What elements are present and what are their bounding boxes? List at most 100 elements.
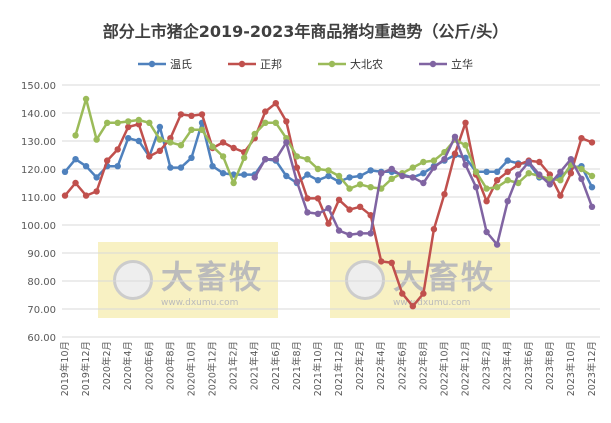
- y-tick-label: 130.00: [21, 137, 56, 148]
- legend-item: 立华: [419, 56, 473, 72]
- data-point: [156, 147, 164, 154]
- data-point: [125, 135, 132, 142]
- data-point: [525, 170, 532, 177]
- x-tick-label: 2022年4月: [375, 341, 387, 390]
- y-tick-label: 140.00: [21, 109, 56, 120]
- x-tick-label: 2020年10月: [185, 341, 197, 396]
- x-tick-label: 2021年10月: [312, 341, 324, 396]
- data-point: [230, 144, 237, 152]
- data-point: [493, 177, 501, 184]
- data-point: [472, 184, 480, 191]
- data-point: [409, 164, 417, 171]
- data-point: [493, 241, 501, 248]
- data-point: [188, 112, 195, 120]
- data-point: [293, 153, 301, 160]
- data-point: [483, 185, 490, 192]
- watermark-logo-text: 大畜牧: [160, 258, 263, 296]
- data-point: [283, 118, 290, 125]
- data-point: [388, 259, 395, 266]
- data-point: [93, 174, 100, 181]
- x-tick-label: 2020年4月: [122, 341, 134, 390]
- data-point: [378, 170, 385, 177]
- data-point: [356, 203, 364, 210]
- legend-label: 大北农: [350, 58, 383, 71]
- x-tick-label: 2019年10月: [59, 341, 71, 396]
- data-point: [356, 230, 364, 237]
- x-tick-label: 2020年8月: [164, 341, 176, 390]
- legend-item: 温氏: [138, 56, 192, 72]
- data-point: [388, 165, 395, 173]
- data-point: [420, 158, 427, 166]
- data-point: [283, 139, 290, 146]
- data-point: [409, 174, 417, 181]
- data-point: [346, 185, 353, 192]
- data-point: [420, 170, 427, 177]
- data-point: [399, 172, 406, 180]
- data-point: [504, 177, 511, 184]
- data-point: [219, 153, 227, 160]
- data-point: [420, 290, 427, 297]
- data-point: [483, 168, 490, 175]
- data-point: [72, 132, 79, 139]
- legend-label: 正邦: [260, 58, 282, 71]
- legend-marker-icon: [228, 60, 256, 68]
- data-point: [546, 175, 554, 182]
- data-point: [188, 154, 195, 161]
- x-tick-label: 2022年10月: [438, 341, 450, 396]
- data-point: [240, 154, 248, 161]
- chart-title: 部分上市猪企2019-2023年商品猪均重趋势（公斤/头）: [102, 22, 509, 41]
- data-point: [146, 153, 153, 160]
- data-point: [525, 158, 532, 166]
- data-point: [219, 139, 227, 146]
- data-point: [272, 100, 279, 107]
- watermark-url: www.dxumu.com: [392, 298, 471, 308]
- data-point: [483, 228, 490, 236]
- data-point: [462, 142, 469, 149]
- data-point: [125, 123, 132, 131]
- data-point: [82, 95, 90, 103]
- data-point: [219, 170, 227, 177]
- x-tick-label: 2021年4月: [249, 341, 261, 390]
- data-point: [588, 139, 596, 146]
- data-point: [304, 171, 311, 178]
- data-point: [367, 212, 374, 219]
- x-tick-label: 2020年12月: [207, 341, 219, 396]
- data-point: [82, 163, 90, 170]
- data-point: [588, 172, 596, 180]
- data-point: [114, 146, 121, 153]
- data-point: [325, 167, 332, 174]
- data-point: [472, 168, 480, 175]
- watermark-logo-icon: [112, 260, 153, 300]
- x-tick-label: 2023年10月: [565, 341, 577, 396]
- data-point: [314, 195, 322, 202]
- data-point: [198, 111, 206, 118]
- y-tick-label: 100.00: [21, 221, 56, 232]
- y-tick-label: 150.00: [21, 81, 56, 92]
- data-point: [430, 226, 438, 233]
- data-point: [335, 178, 343, 185]
- data-point: [367, 230, 374, 237]
- legend: 温氏 正邦 大北农 立华: [0, 56, 611, 72]
- legend-label: 温氏: [170, 58, 192, 71]
- watermark: 大畜牧 www.dxumu.com: [98, 242, 278, 318]
- data-point: [114, 163, 121, 170]
- data-point: [504, 157, 511, 164]
- x-tick-label: 2022年8月: [417, 341, 429, 390]
- data-point: [335, 196, 343, 203]
- data-point: [420, 179, 427, 187]
- data-point: [262, 119, 269, 127]
- data-point: [536, 171, 543, 178]
- data-point: [156, 123, 164, 131]
- data-point: [314, 210, 322, 217]
- data-point: [504, 198, 511, 205]
- watermark-url: www.dxumu.com: [160, 298, 239, 308]
- data-point: [230, 179, 237, 187]
- data-point: [209, 143, 216, 150]
- data-point: [388, 175, 395, 182]
- data-point: [325, 172, 332, 180]
- data-point: [293, 178, 301, 185]
- data-point: [135, 116, 142, 124]
- x-tick-label: 2021年12月: [333, 341, 345, 396]
- data-point: [557, 192, 564, 199]
